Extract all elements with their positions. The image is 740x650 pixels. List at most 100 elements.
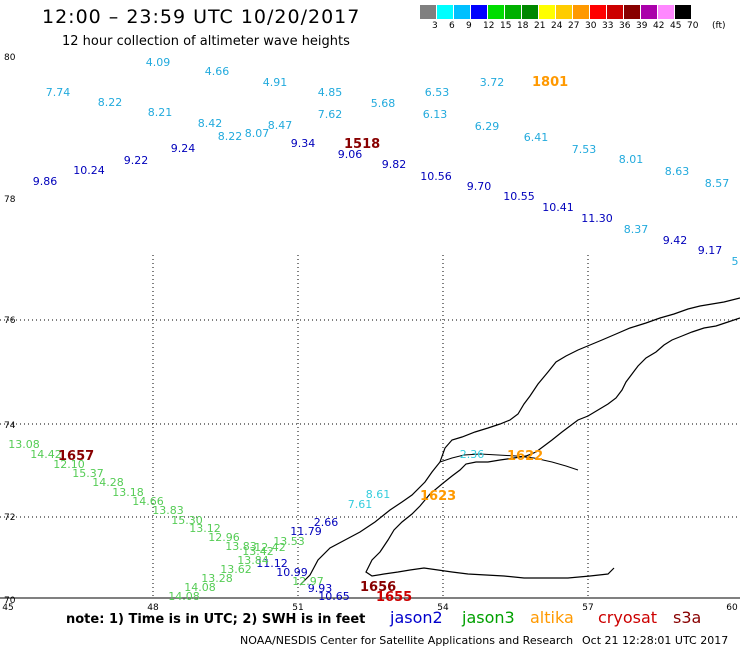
wave-height-value: 12.10 <box>53 458 85 471</box>
axis-tick-label: 70 <box>4 596 16 606</box>
wave-height-value: 8.21 <box>148 106 173 119</box>
legend-swatch <box>573 5 590 19</box>
wave-height-value: 13.84 <box>237 554 269 567</box>
wave-height-values: 4.09 4.66 7.74 4.91 8.22 4.85 8.21 5.68 6.53 3.72… <box>8 56 738 603</box>
wave-height-value: 2.66 <box>314 516 339 529</box>
satellite-s3a: s3a <box>673 608 702 627</box>
legend-label: 18 <box>517 21 529 31</box>
wave-height-value: 6.13 <box>423 108 448 121</box>
wave-height-value: 13.08 <box>8 438 40 451</box>
wave-height-value: 4.91 <box>263 76 288 89</box>
wave-height-value: 6.53 <box>425 86 450 99</box>
wave-height-value: 13.18 <box>112 486 144 499</box>
legend-label: 45 <box>670 21 682 31</box>
pass-time-label: 1623 <box>420 489 456 504</box>
coastline-southern <box>299 297 740 586</box>
legend-swatch <box>539 5 556 19</box>
satellite-altika: altika <box>530 608 574 627</box>
legend-swatch <box>624 5 641 19</box>
wave-height-value: 12.42 <box>254 541 286 554</box>
axis-tick-label: 76 <box>4 316 16 326</box>
wave-height-value: 13.62 <box>220 563 252 576</box>
legend-swatch <box>607 5 624 19</box>
wave-height-value: 15.37 <box>72 467 104 480</box>
legend-swatch <box>454 5 471 19</box>
wave-height-value: 7.62 <box>318 108 343 121</box>
wave-height-value: 11.12 <box>256 557 288 570</box>
wave-height-value: 8.42 <box>198 117 223 130</box>
wave-height-value: 10.65 <box>318 590 350 603</box>
wave-height-value: 8.07 <box>245 127 270 140</box>
wave-height-value: 10.24 <box>73 164 105 177</box>
axis-tick-label: 74 <box>4 421 16 431</box>
wave-height-value: 8.01 <box>619 153 644 166</box>
wave-height-value: 10.99 <box>276 566 308 579</box>
legend-label: 30 <box>585 21 597 31</box>
wave-height-value: 9.22 <box>124 154 149 167</box>
wave-height-value: 13.83 <box>225 540 257 553</box>
coastline-novaya-zemlya <box>365 317 740 579</box>
wave-height-value: 9.70 <box>467 180 492 193</box>
wave-height-value: 11.79 <box>290 525 322 538</box>
wave-height-value: 5 <box>732 255 739 268</box>
wave-height-value: 10.56 <box>420 170 452 183</box>
satellite-cryosat: cryosat <box>598 608 658 627</box>
wave-height-legend: 3 6 9 12 15 18 21 24 27 30 33 36 39 42 45 70 (ft) <box>420 5 726 31</box>
wave-height-value: 9.93 <box>308 582 333 595</box>
axis-tick-label: 60 <box>726 603 738 613</box>
legend-swatch <box>471 5 488 19</box>
legend-label: 36 <box>619 21 631 31</box>
wave-height-value: 14.42 <box>30 448 62 461</box>
wave-height-value: 13.53 <box>273 535 305 548</box>
legend-swatch <box>675 5 692 19</box>
legend-label: 42 <box>653 21 665 31</box>
legend-swatch <box>522 5 539 19</box>
wave-height-value: 9.82 <box>382 158 407 171</box>
legend-swatch <box>641 5 658 19</box>
axis-tick-label: 54 <box>437 603 449 613</box>
wave-height-value: 9.42 <box>663 234 688 247</box>
wave-height-value: 8.63 <box>665 165 690 178</box>
legend-swatch <box>590 5 607 19</box>
note-text: note: 1) Time is in UTC; 2) SWH is in fe… <box>66 612 366 627</box>
wave-height-value: 4.66 <box>205 65 230 78</box>
legend-label: 9 <box>466 21 472 31</box>
legend-label: 3 <box>432 21 438 31</box>
pass-time-label: 1655 <box>376 590 412 605</box>
legend-swatch <box>437 5 454 19</box>
wave-height-value: 8.57 <box>705 177 730 190</box>
footer-credit: NOAA/NESDIS Center for Satellite Applica… <box>240 634 574 647</box>
axis-tick-label: 48 <box>147 603 159 613</box>
wave-height-value: 14.08 <box>168 590 200 603</box>
axis-tick-label: 78 <box>4 195 16 205</box>
wave-height-value: 7.53 <box>572 143 597 156</box>
legend-swatch <box>488 5 505 19</box>
wave-height-value: 8.61 <box>366 488 391 501</box>
legend-swatch <box>658 5 675 19</box>
wave-height-value: 15.30 <box>171 514 203 527</box>
map-title: 12:00 – 23:59 UTC 10/20/2017 <box>42 6 361 28</box>
wave-height-value: 12.97 <box>292 575 324 588</box>
wave-height-value: 14.28 <box>92 476 124 489</box>
wave-height-value: 6.41 <box>524 131 549 144</box>
pass-time-label: 1656 <box>360 580 396 595</box>
wave-height-value: 14.08 <box>184 581 216 594</box>
wave-height-value: 2.36 <box>460 448 485 461</box>
wave-height-value: 6.29 <box>475 120 500 133</box>
legend-labels: 3 6 9 12 15 18 21 24 27 30 33 36 39 42 45 70 (ft) <box>420 21 740 35</box>
legend-label: 33 <box>602 21 614 31</box>
legend-label: 27 <box>568 21 580 31</box>
wave-height-value: 10.55 <box>503 190 535 203</box>
wave-height-value: 12.96 <box>208 531 240 544</box>
pass-time-label: 1518 <box>344 137 380 152</box>
satellite-jason3: jason3 <box>462 608 515 627</box>
legend-label: 12 <box>483 21 495 31</box>
wave-height-value: 4.09 <box>146 56 171 69</box>
wave-height-value: 9.86 <box>33 175 58 188</box>
wave-height-value: 13.83 <box>152 504 184 517</box>
legend-label: 24 <box>551 21 563 31</box>
wave-height-value: 13.42 <box>242 545 274 558</box>
wave-height-value: 9.17 <box>698 244 723 257</box>
